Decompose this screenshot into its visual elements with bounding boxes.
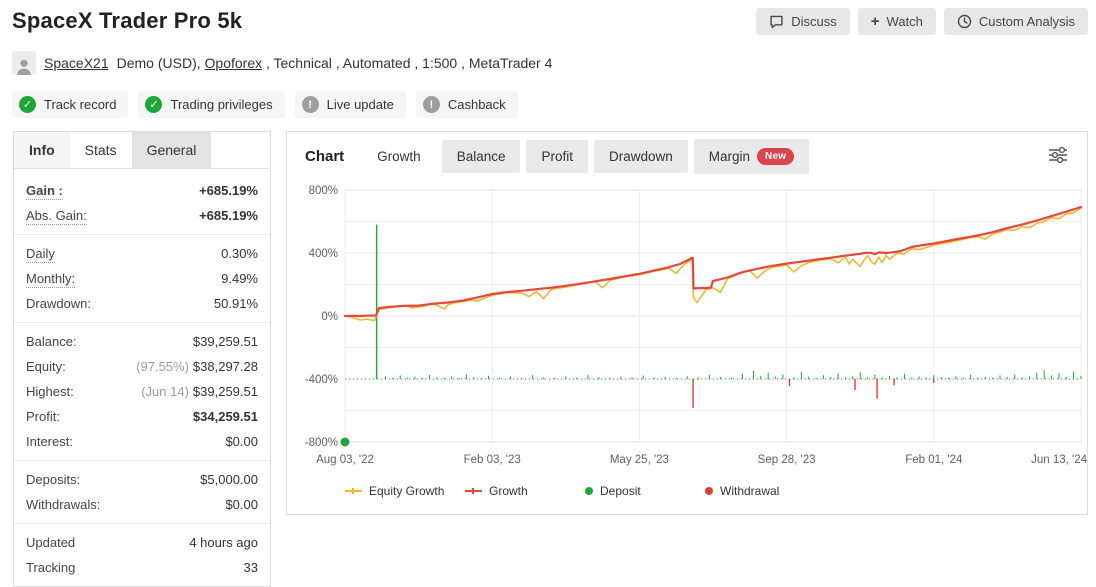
stat-row-drawdown: Drawdown: 50.91% (26, 296, 258, 311)
stat-row-interest: Interest: $0.00 (26, 434, 258, 449)
stat-row-deposits: Deposits: $5,000.00 (26, 472, 258, 487)
badge-cashback[interactable]: ! Cashback (415, 91, 518, 118)
growth-line-marker (465, 488, 482, 494)
svg-text:Feb 03, '23: Feb 03, '23 (464, 454, 521, 466)
divider (14, 322, 270, 323)
discuss-icon (769, 15, 784, 29)
legend-equity-growth[interactable]: Equity Growth (345, 484, 465, 498)
page-title: SpaceX Trader Pro 5k (12, 8, 243, 33)
svg-text:Jun 13, '24: Jun 13, '24 (1031, 454, 1088, 466)
broker-link[interactable]: Opoforex (204, 55, 263, 71)
chart-legend: Equity Growth Growth Deposit Withdrawal (287, 472, 1087, 514)
account-details: Demo (USD), Opoforex , Technical , Autom… (116, 55, 553, 71)
account-row: SpaceX21 Demo (USD), Opoforex , Technica… (0, 35, 1096, 75)
custom-analysis-button[interactable]: Custom Analysis (943, 8, 1088, 35)
check-icon: ✓ (19, 96, 36, 113)
stat-row-equity: Equity: (97.55%) $38,297.28 (26, 359, 258, 374)
deposit-dot-marker (585, 487, 593, 495)
tab-info[interactable]: Info (14, 132, 70, 168)
legend-withdrawal[interactable]: Withdrawal (705, 484, 825, 498)
discuss-button[interactable]: Discuss (756, 8, 850, 35)
svg-text:-400%: -400% (305, 374, 338, 386)
legend-deposit[interactable]: Deposit (585, 484, 705, 498)
top-bar: SpaceX Trader Pro 5k Discuss + Watch Cus… (0, 0, 1096, 35)
badge-track-record[interactable]: ✓ Track record (12, 91, 129, 118)
svg-text:0%: 0% (321, 311, 338, 323)
svg-text:800%: 800% (309, 185, 338, 197)
header-actions: Discuss + Watch Custom Analysis (756, 8, 1088, 35)
stat-row-highest: Highest: (Jun 14) $39,259.51 (26, 384, 258, 399)
stat-row-updated: Updated 4 hours ago (26, 535, 258, 550)
stat-row-monthly: Monthly: 9.49% (26, 271, 258, 288)
svg-text:-800%: -800% (305, 437, 338, 449)
sidebar-tabs: Info Stats General (14, 132, 270, 169)
svg-text:Feb 01, '24: Feb 01, '24 (905, 454, 963, 466)
stat-row-balance: Balance: $39,259.51 (26, 334, 258, 349)
stat-row-profit: Profit: $34,259.51 (26, 409, 258, 424)
chart-panel: Chart Growth Balance Profit Drawdown Mar… (286, 131, 1088, 515)
exclamation-icon: ! (301, 96, 319, 113)
svg-text:Sep 28, '23: Sep 28, '23 (758, 454, 816, 466)
tab-growth[interactable]: Growth (362, 140, 436, 173)
stats-sidebar: Info Stats General Gain : +685.19% Abs. … (13, 131, 271, 587)
avatar (12, 51, 36, 75)
stat-row-gain: Gain : +685.19% (26, 183, 258, 200)
watch-button[interactable]: + Watch (857, 8, 936, 35)
stat-row-tracking: Tracking 33 (26, 560, 258, 575)
verification-badges: ✓ Track record ✓ Trading privileges ! Li… (0, 75, 1096, 118)
chart-settings-button[interactable] (1039, 141, 1077, 172)
new-badge: New (757, 148, 795, 165)
check-icon: ✓ (145, 96, 163, 113)
divider (14, 234, 270, 235)
clock-icon (957, 14, 972, 29)
svg-text:May 25, '23: May 25, '23 (610, 454, 669, 466)
tab-general[interactable]: General (131, 132, 212, 168)
tab-margin[interactable]: Margin New (693, 139, 810, 174)
svg-text:Aug 03, '22: Aug 03, '22 (316, 454, 374, 466)
legend-growth[interactable]: Growth (465, 484, 585, 498)
growth-chart[interactable]: Aug 03, '22 Feb 03, '23 May 25, '23 Sep 28,… (287, 180, 1089, 472)
exclamation-icon: ! (422, 96, 440, 113)
equity-growth-line-marker (345, 488, 362, 494)
account-username-link[interactable]: SpaceX21 (44, 55, 109, 71)
stat-row-daily: Daily 0.30% (26, 246, 258, 263)
withdrawal-dot-marker (705, 487, 713, 495)
tab-profit[interactable]: Profit (526, 140, 588, 173)
tab-stats[interactable]: Stats (69, 132, 132, 168)
tab-balance[interactable]: Balance (441, 140, 521, 173)
plus-icon: + (870, 12, 880, 30)
divider (14, 460, 270, 461)
tab-drawdown[interactable]: Drawdown (594, 140, 688, 173)
sliders-icon (1047, 146, 1069, 168)
chart-section-label: Chart (305, 148, 345, 165)
stat-row-withdrawals: Withdrawals: $0.00 (26, 497, 258, 512)
chart-tabs: Chart Growth Balance Profit Drawdown Mar… (287, 132, 1087, 178)
main-content: Info Stats General Gain : +685.19% Abs. … (0, 118, 1096, 587)
divider (14, 523, 270, 524)
badge-trading-privileges[interactable]: ✓ Trading privileges (138, 91, 285, 118)
badge-live-update[interactable]: ! Live update (294, 91, 406, 118)
svg-text:400%: 400% (309, 248, 338, 260)
stat-row-abs-gain: Abs. Gain: +685.19% (26, 208, 258, 225)
